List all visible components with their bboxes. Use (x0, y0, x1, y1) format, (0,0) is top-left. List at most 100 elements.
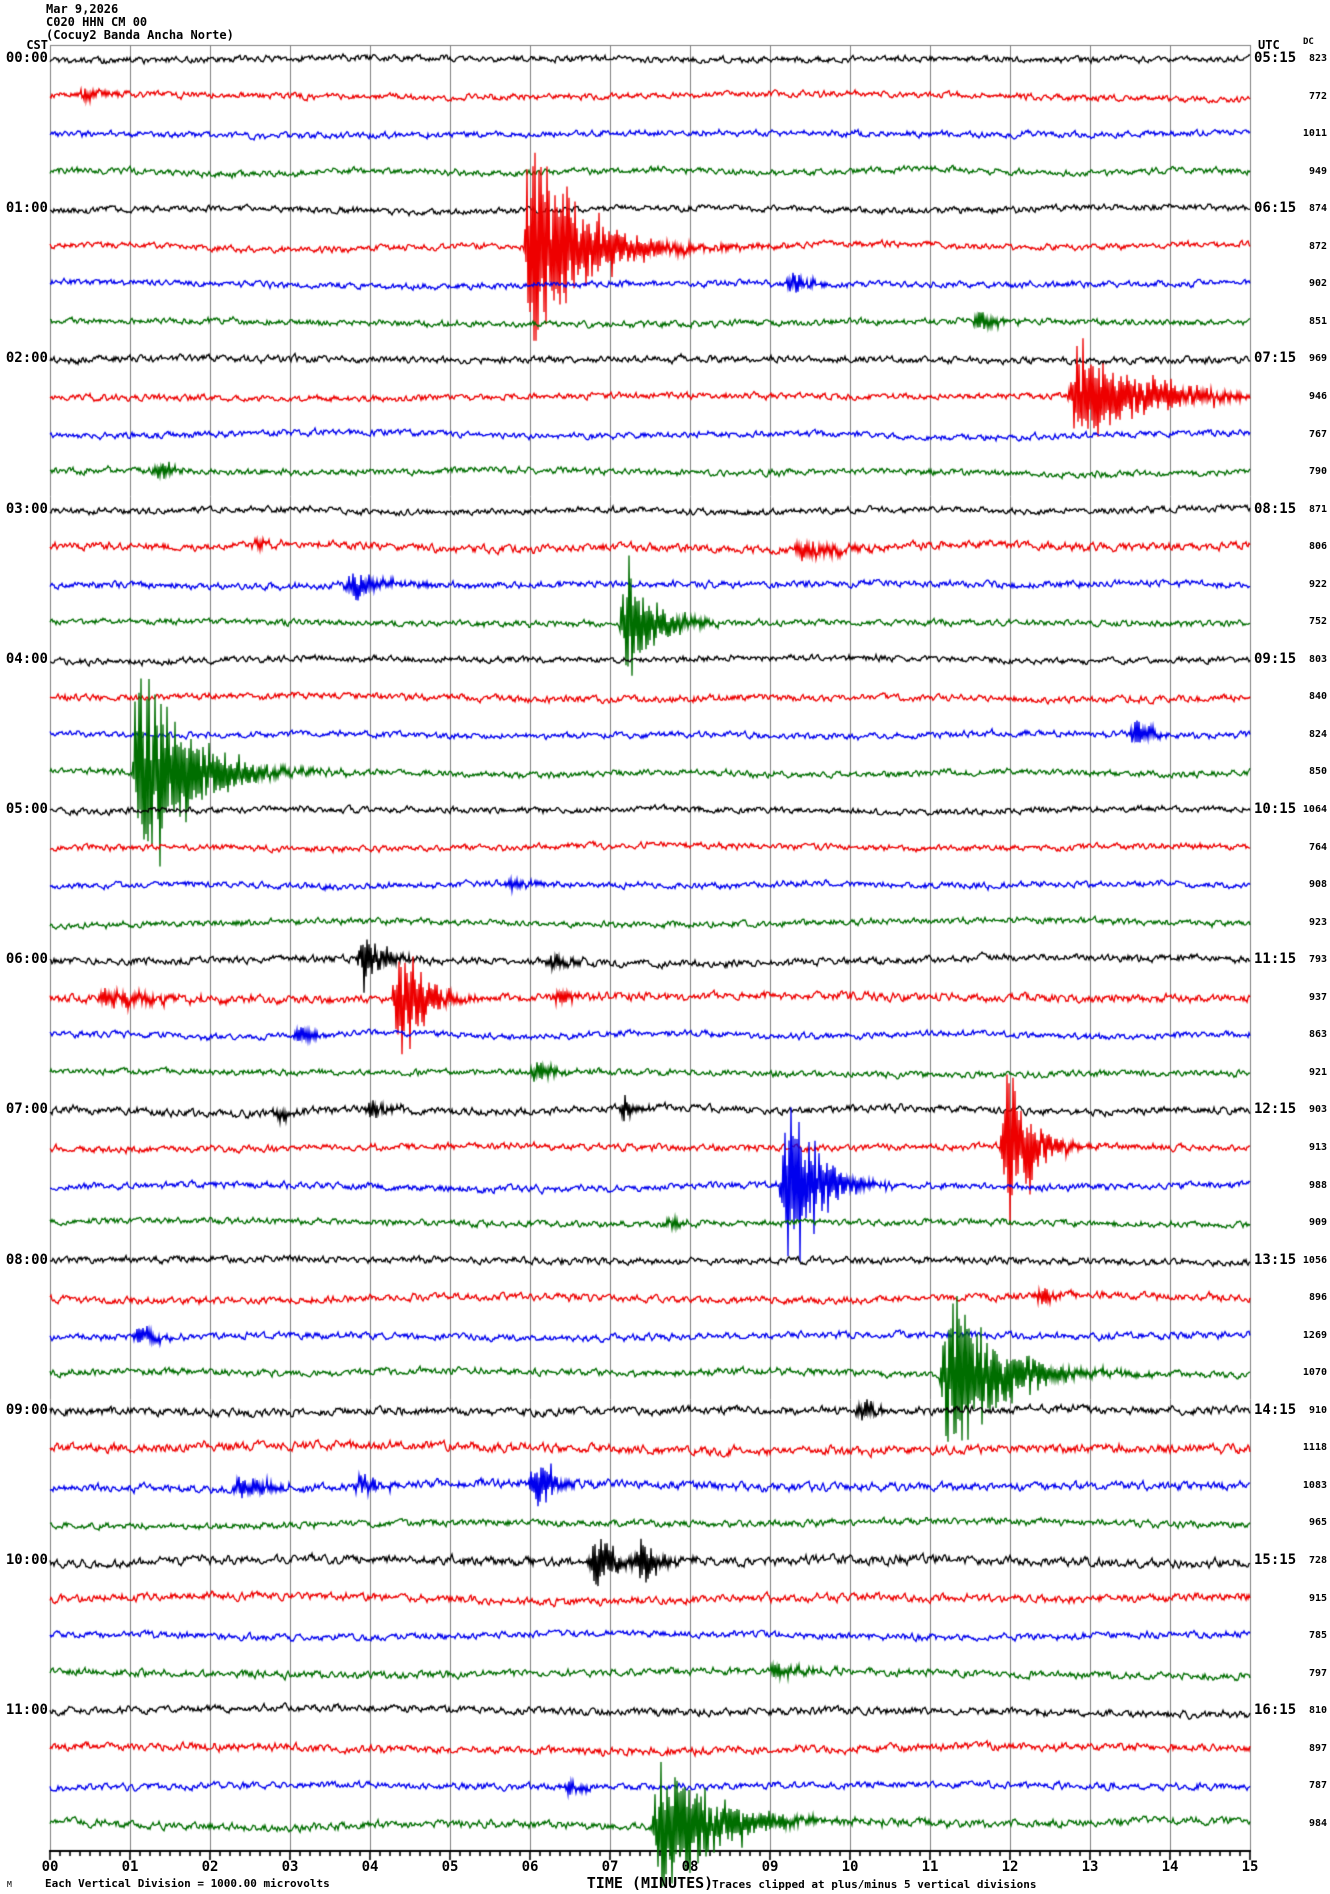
x-tick-label: 09 (761, 1859, 779, 1875)
dc-value: 984 (1308, 1817, 1327, 1829)
utc-hour-label: 05:15 (1254, 50, 1297, 66)
utc-hour-label: 06:15 (1254, 200, 1297, 217)
dc-value: 909 (1308, 1217, 1327, 1229)
utc-hour-label: 08:15 (1254, 500, 1297, 517)
dc-value: 903 (1308, 1104, 1327, 1116)
dc-value: 850 (1308, 766, 1327, 778)
dc-value: 823 (1308, 53, 1327, 64)
dc-value: 913 (1308, 1141, 1327, 1153)
dc-value: 1056 (1302, 1254, 1327, 1266)
dc-value: 965 (1308, 1517, 1327, 1529)
date-label: Mar 9,2026 (46, 2, 119, 16)
dc-value: 874 (1308, 203, 1327, 215)
dc-value: 1269 (1302, 1329, 1327, 1341)
x-tick-label: 14 (1161, 1859, 1179, 1875)
utc-hour-label: 11:15 (1254, 951, 1297, 968)
cst-hour-label: 09:00 (5, 1401, 48, 1418)
dc-value: 764 (1308, 841, 1327, 853)
cst-hour-label: 10:00 (5, 1552, 48, 1568)
cst-hour-label: 02:00 (5, 350, 48, 367)
dc-value: 1064 (1302, 804, 1327, 815)
cst-hour-label: 05:00 (5, 801, 48, 817)
dc-value: 922 (1308, 578, 1327, 590)
x-tick-label: 02 (201, 1859, 219, 1875)
x-tick-label: 13 (1081, 1859, 1099, 1875)
dc-value: 910 (1308, 1404, 1327, 1416)
utc-hour-label: 15:15 (1254, 1552, 1297, 1568)
dc-value: 897 (1308, 1742, 1327, 1754)
x-tick-label: 08 (681, 1859, 699, 1875)
dc-value: 851 (1308, 315, 1327, 327)
cst-hour-label: 03:00 (5, 500, 48, 517)
cst-axis-header: CST (26, 38, 48, 52)
x-tick-label: 07 (601, 1859, 619, 1875)
x-tick-label: 04 (361, 1859, 379, 1875)
cst-hour-label: 06:00 (5, 951, 48, 968)
dc-value: 923 (1308, 916, 1327, 928)
dc-value: 946 (1308, 390, 1327, 402)
dc-value: 969 (1308, 353, 1327, 365)
dc-value: 803 (1308, 653, 1327, 665)
utc-hour-label: 14:15 (1254, 1401, 1297, 1418)
dc-value: 728 (1308, 1555, 1327, 1566)
vertical-scale-note: Each Vertical Division = 1000.00 microvo… (45, 1877, 330, 1890)
x-tick-label: 12 (1001, 1859, 1019, 1875)
utc-hour-label: 13:15 (1254, 1251, 1297, 1268)
dc-value: 797 (1308, 1667, 1327, 1679)
dc-value: 806 (1308, 541, 1327, 553)
dc-value: 752 (1308, 616, 1327, 628)
dc-value: 793 (1308, 954, 1327, 966)
cst-hour-label: 04:00 (5, 650, 48, 667)
dc-value: 871 (1308, 503, 1327, 515)
x-tick-label: 15 (1241, 1859, 1259, 1875)
utc-hour-label: 10:15 (1254, 801, 1297, 817)
x-tick-label: 06 (521, 1859, 539, 1875)
dc-value: 1083 (1302, 1479, 1327, 1491)
dc-value: 872 (1308, 240, 1327, 252)
dc-value: 902 (1308, 278, 1327, 290)
cst-hour-label: 08:00 (5, 1251, 48, 1268)
station-code-label: C020 HHN CM 00 (46, 15, 148, 29)
station-description-label: (Cocuy2 Banda Ancha Norte) (46, 28, 234, 42)
dc-value: 949 (1308, 165, 1327, 177)
cst-hour-label: 01:00 (5, 200, 48, 217)
dc-value: 785 (1308, 1630, 1327, 1642)
dc-value: 908 (1308, 879, 1327, 891)
dc-value: 896 (1308, 1292, 1327, 1304)
dc-value: 915 (1308, 1592, 1327, 1604)
cst-hour-label: 07:00 (5, 1101, 48, 1118)
x-tick-label: 11 (921, 1859, 939, 1875)
dc-value: 772 (1308, 90, 1327, 102)
dc-value: 937 (1308, 991, 1327, 1003)
x-tick-label: 03 (281, 1859, 299, 1875)
corner-mark: M (7, 1880, 12, 1889)
dc-value: 840 (1308, 691, 1327, 703)
dc-value: 863 (1308, 1029, 1327, 1041)
utc-hour-label: 12:15 (1254, 1101, 1297, 1118)
dc-value: 767 (1308, 428, 1327, 440)
utc-axis-header: UTC (1258, 38, 1280, 52)
cst-hour-label: 11:00 (5, 1702, 48, 1719)
cst-hour-label: 00:00 (5, 50, 48, 66)
utc-hour-label: 16:15 (1254, 1702, 1297, 1719)
dc-value: 790 (1308, 466, 1327, 478)
utc-hour-label: 09:15 (1254, 650, 1297, 667)
clipping-note: Traces clipped at plus/minus 5 vertical … (712, 1878, 1037, 1891)
dc-axis-header: DC (1303, 37, 1314, 47)
dc-value: 921 (1308, 1066, 1327, 1078)
dc-value: 988 (1308, 1179, 1327, 1191)
dc-value: 1118 (1302, 1442, 1327, 1454)
dc-value: 1070 (1302, 1367, 1327, 1379)
utc-hour-label: 07:15 (1254, 350, 1297, 367)
x-tick-label: 01 (121, 1859, 139, 1875)
x-axis-title: TIME (MINUTES) (586, 1874, 714, 1892)
x-tick-label: 10 (841, 1859, 859, 1875)
dc-value: 810 (1308, 1705, 1327, 1717)
dc-value: 1011 (1302, 128, 1327, 140)
x-tick-label: 00 (41, 1859, 59, 1875)
x-tick-label: 05 (441, 1859, 459, 1875)
dc-value: 787 (1308, 1780, 1327, 1792)
dc-value: 824 (1308, 728, 1327, 740)
